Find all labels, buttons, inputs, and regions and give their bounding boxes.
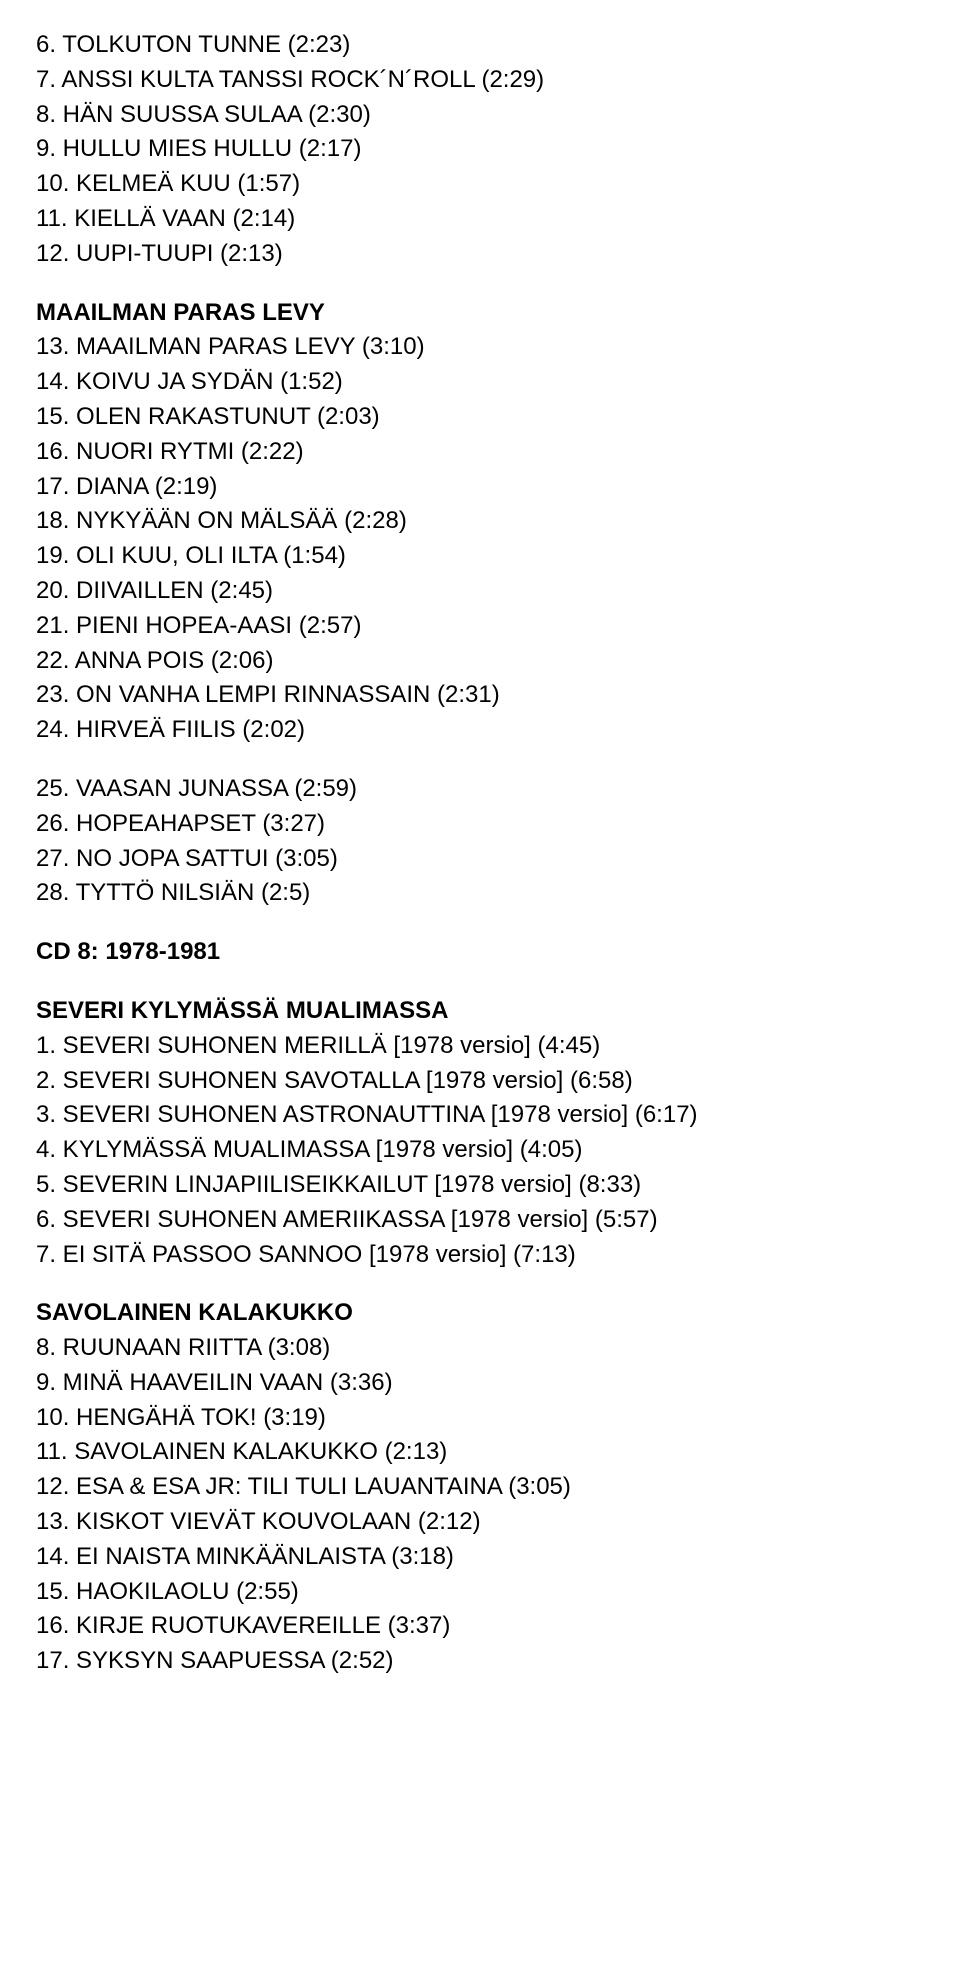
track-line: 16. KIRJE RUOTUKAVEREILLE (3:37) <box>36 1609 924 1644</box>
track-line: 14. EI NAISTA MINKÄÄNLAISTA (3:18) <box>36 1540 924 1575</box>
album-heading-savolainen-kalakukko: SAVOLAINEN KALAKUKKO <box>36 1296 924 1331</box>
track-line: 5. SEVERIN LINJAPIILISEIKKAILUT [1978 ve… <box>36 1168 924 1203</box>
track-line: 6. SEVERI SUHONEN AMERIIKASSA [1978 vers… <box>36 1203 924 1238</box>
track-line: 20. DIIVAILLEN (2:45) <box>36 574 924 609</box>
track-line: 10. KELMEÄ KUU (1:57) <box>36 167 924 202</box>
track-list-block-3: 25. VAASAN JUNASSA (2:59) 26. HOPEAHAPSE… <box>36 772 924 911</box>
track-line: 13. MAAILMAN PARAS LEVY (3:10) <box>36 330 924 365</box>
track-line: 23. ON VANHA LEMPI RINNASSAIN (2:31) <box>36 678 924 713</box>
track-line: 7. EI SITÄ PASSOO SANNOO [1978 versio] (… <box>36 1238 924 1273</box>
cd-heading-cd8: CD 8: 1978-1981 <box>36 935 924 970</box>
track-line: 14. KOIVU JA SYDÄN (1:52) <box>36 365 924 400</box>
track-line: 24. HIRVEÄ FIILIS (2:02) <box>36 713 924 748</box>
track-list-block-5: 8. RUUNAAN RIITTA (3:08) 9. MINÄ HAAVEIL… <box>36 1331 924 1679</box>
album-heading-maailman-paras-levy: MAAILMAN PARAS LEVY <box>36 296 924 331</box>
track-line: 17. SYKSYN SAAPUESSA (2:52) <box>36 1644 924 1679</box>
track-line: 17. DIANA (2:19) <box>36 470 924 505</box>
track-line: 2. SEVERI SUHONEN SAVOTALLA [1978 versio… <box>36 1064 924 1099</box>
track-line: 8. RUUNAAN RIITTA (3:08) <box>36 1331 924 1366</box>
track-line: 16. NUORI RYTMI (2:22) <box>36 435 924 470</box>
track-line: 19. OLI KUU, OLI ILTA (1:54) <box>36 539 924 574</box>
track-line: 3. SEVERI SUHONEN ASTRONAUTTINA [1978 ve… <box>36 1098 924 1133</box>
track-line: 27. NO JOPA SATTUI (3:05) <box>36 842 924 877</box>
track-line: 26. HOPEAHAPSET (3:27) <box>36 807 924 842</box>
track-line: 6. TOLKUTON TUNNE (2:23) <box>36 28 924 63</box>
track-list-block-1: 6. TOLKUTON TUNNE (2:23) 7. ANSSI KULTA … <box>36 28 924 272</box>
track-line: 11. KIELLÄ VAAN (2:14) <box>36 202 924 237</box>
track-list-block-2: 13. MAAILMAN PARAS LEVY (3:10) 14. KOIVU… <box>36 330 924 748</box>
track-line: 18. NYKYÄÄN ON MÄLSÄÄ (2:28) <box>36 504 924 539</box>
track-line: 21. PIENI HOPEA-AASI (2:57) <box>36 609 924 644</box>
track-line: 8. HÄN SUUSSA SULAA (2:30) <box>36 98 924 133</box>
track-line: 11. SAVOLAINEN KALAKUKKO (2:13) <box>36 1435 924 1470</box>
track-line: 10. HENGÄHÄ TOK! (3:19) <box>36 1401 924 1436</box>
track-line: 7. ANSSI KULTA TANSSI ROCK´N´ROLL (2:29) <box>36 63 924 98</box>
track-list-block-4: 1. SEVERI SUHONEN MERILLÄ [1978 versio] … <box>36 1029 924 1273</box>
track-line: 12. UUPI-TUUPI (2:13) <box>36 237 924 272</box>
track-line: 22. ANNA POIS (2:06) <box>36 644 924 679</box>
track-line: 9. MINÄ HAAVEILIN VAAN (3:36) <box>36 1366 924 1401</box>
track-line: 9. HULLU MIES HULLU (2:17) <box>36 132 924 167</box>
track-line: 25. VAASAN JUNASSA (2:59) <box>36 772 924 807</box>
track-line: 13. KISKOT VIEVÄT KOUVOLAAN (2:12) <box>36 1505 924 1540</box>
album-heading-severi-kylymassa: SEVERI KYLYMÄSSÄ MUALIMASSA <box>36 994 924 1029</box>
track-line: 4. KYLYMÄSSÄ MUALIMASSA [1978 versio] (4… <box>36 1133 924 1168</box>
track-line: 1. SEVERI SUHONEN MERILLÄ [1978 versio] … <box>36 1029 924 1064</box>
track-line: 12. ESA & ESA JR: TILI TULI LAUANTAINA (… <box>36 1470 924 1505</box>
track-line: 15. OLEN RAKASTUNUT (2:03) <box>36 400 924 435</box>
track-line: 15. HAOKILAOLU (2:55) <box>36 1575 924 1610</box>
track-line: 28. TYTTÖ NILSIÄN (2:5) <box>36 876 924 911</box>
